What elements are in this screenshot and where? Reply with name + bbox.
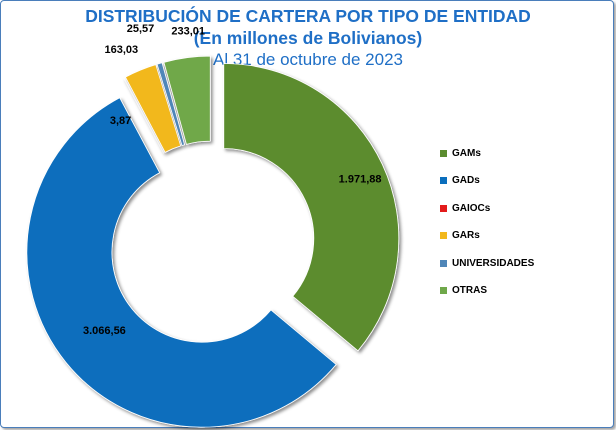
slice-gads xyxy=(26,97,337,428)
chart-date: Al 31 de octubre de 2023 xyxy=(213,50,403,69)
legend-label: GAMs xyxy=(452,147,481,159)
legend-swatch xyxy=(440,232,447,239)
data-label-universidades: 25,57 xyxy=(127,23,155,35)
data-label-gams: 1.971,88 xyxy=(339,173,382,185)
legend-swatch xyxy=(440,259,447,267)
legend-item-gads: GADs xyxy=(440,174,480,188)
legend-item-gams: GAMs xyxy=(440,146,481,160)
legend-swatch xyxy=(440,177,447,184)
data-label-otras: 233,01 xyxy=(171,26,205,38)
chart-subtitle: (En millones de Bolivianos) xyxy=(193,28,423,48)
legend-swatch xyxy=(440,287,447,294)
chart-title: DISTRIBUCIÓN DE CARTERA POR TIPO DE ENTI… xyxy=(85,6,531,26)
legend-swatch xyxy=(440,149,447,157)
slice-gars xyxy=(124,64,182,153)
slice-gams xyxy=(223,63,400,352)
legend-label: GAIOCs xyxy=(452,202,491,214)
slice-gaiocs xyxy=(123,77,165,154)
legend-item-gars: GARs xyxy=(440,229,480,243)
legend-label: OTRAS xyxy=(452,285,487,296)
legend-item-universidades: UNIVERSIDADES xyxy=(440,256,534,270)
legend-item-otras: OTRAS xyxy=(440,284,487,298)
slice-otras xyxy=(163,55,211,145)
data-label-gaiocs: 3,87 xyxy=(110,115,131,127)
slice-universidades xyxy=(156,62,186,146)
legend-label: GADs xyxy=(452,175,480,186)
data-label-gads: 3.066,56 xyxy=(83,325,126,337)
data-label-gars: 163,03 xyxy=(104,44,138,56)
legend-label: UNIVERSIDADES xyxy=(452,257,535,269)
legend-label: GARs xyxy=(452,230,480,241)
legend-item-gaiocs: GAIOCs xyxy=(440,201,490,215)
legend-swatch xyxy=(440,204,447,212)
